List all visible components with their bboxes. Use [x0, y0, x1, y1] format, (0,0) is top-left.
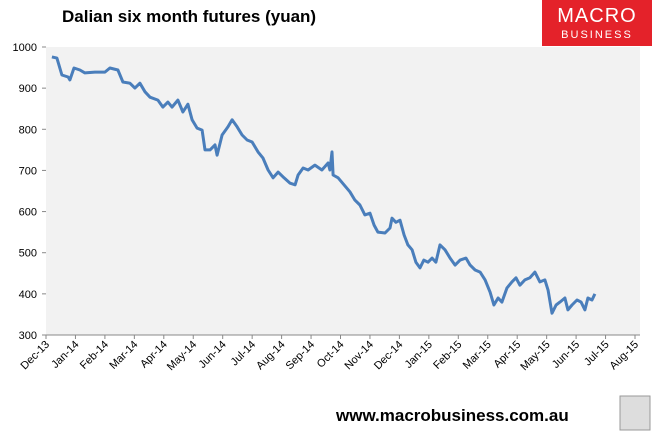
x-tick-label: Feb-14 — [78, 339, 111, 372]
chart-title: Dalian six month futures (yuan) — [62, 7, 316, 26]
x-tick-label: May-15 — [518, 339, 552, 373]
logo-icon — [619, 395, 651, 431]
y-tick-label: 800 — [19, 124, 37, 136]
y-tick-label: 700 — [19, 165, 37, 177]
x-tick-label: Jun-14 — [197, 339, 229, 371]
x-tick-label: May-14 — [165, 339, 199, 373]
y-tick-label: 900 — [19, 83, 37, 95]
plot-area — [46, 47, 640, 335]
y-tick-label: 500 — [19, 248, 37, 260]
x-tick-label: Nov-14 — [343, 339, 377, 373]
y-tick-label: 1000 — [13, 42, 37, 54]
x-tick-label: Feb-15 — [431, 339, 464, 372]
y-tick-label: 400 — [19, 289, 37, 301]
x-tick-label: Dec-13 — [19, 339, 53, 373]
y-tick-label: 600 — [19, 207, 37, 219]
x-tick-label: Mar-15 — [461, 339, 494, 372]
logo-bottom: BUSINESS — [561, 29, 633, 41]
x-tick-label: Mar-14 — [107, 339, 140, 372]
x-tick-label: Dec-14 — [372, 339, 406, 373]
data-line — [51, 55, 597, 315]
x-tick-label: Aug-14 — [254, 339, 288, 373]
y-tick-label: 300 — [19, 330, 37, 342]
footer-url: www.macrobusiness.com.au — [335, 406, 569, 425]
x-tick-label: Jun-15 — [550, 339, 582, 371]
x-tick-label: Jan-15 — [403, 339, 435, 371]
x-tick-label: Oct-14 — [315, 339, 347, 371]
x-tick-label: Jan-14 — [49, 339, 81, 371]
logo-top: MACRO — [557, 5, 636, 27]
logo — [542, 0, 652, 46]
x-tick-label: Aug-15 — [608, 339, 642, 373]
x-tick-label: Sep-14 — [284, 339, 318, 373]
